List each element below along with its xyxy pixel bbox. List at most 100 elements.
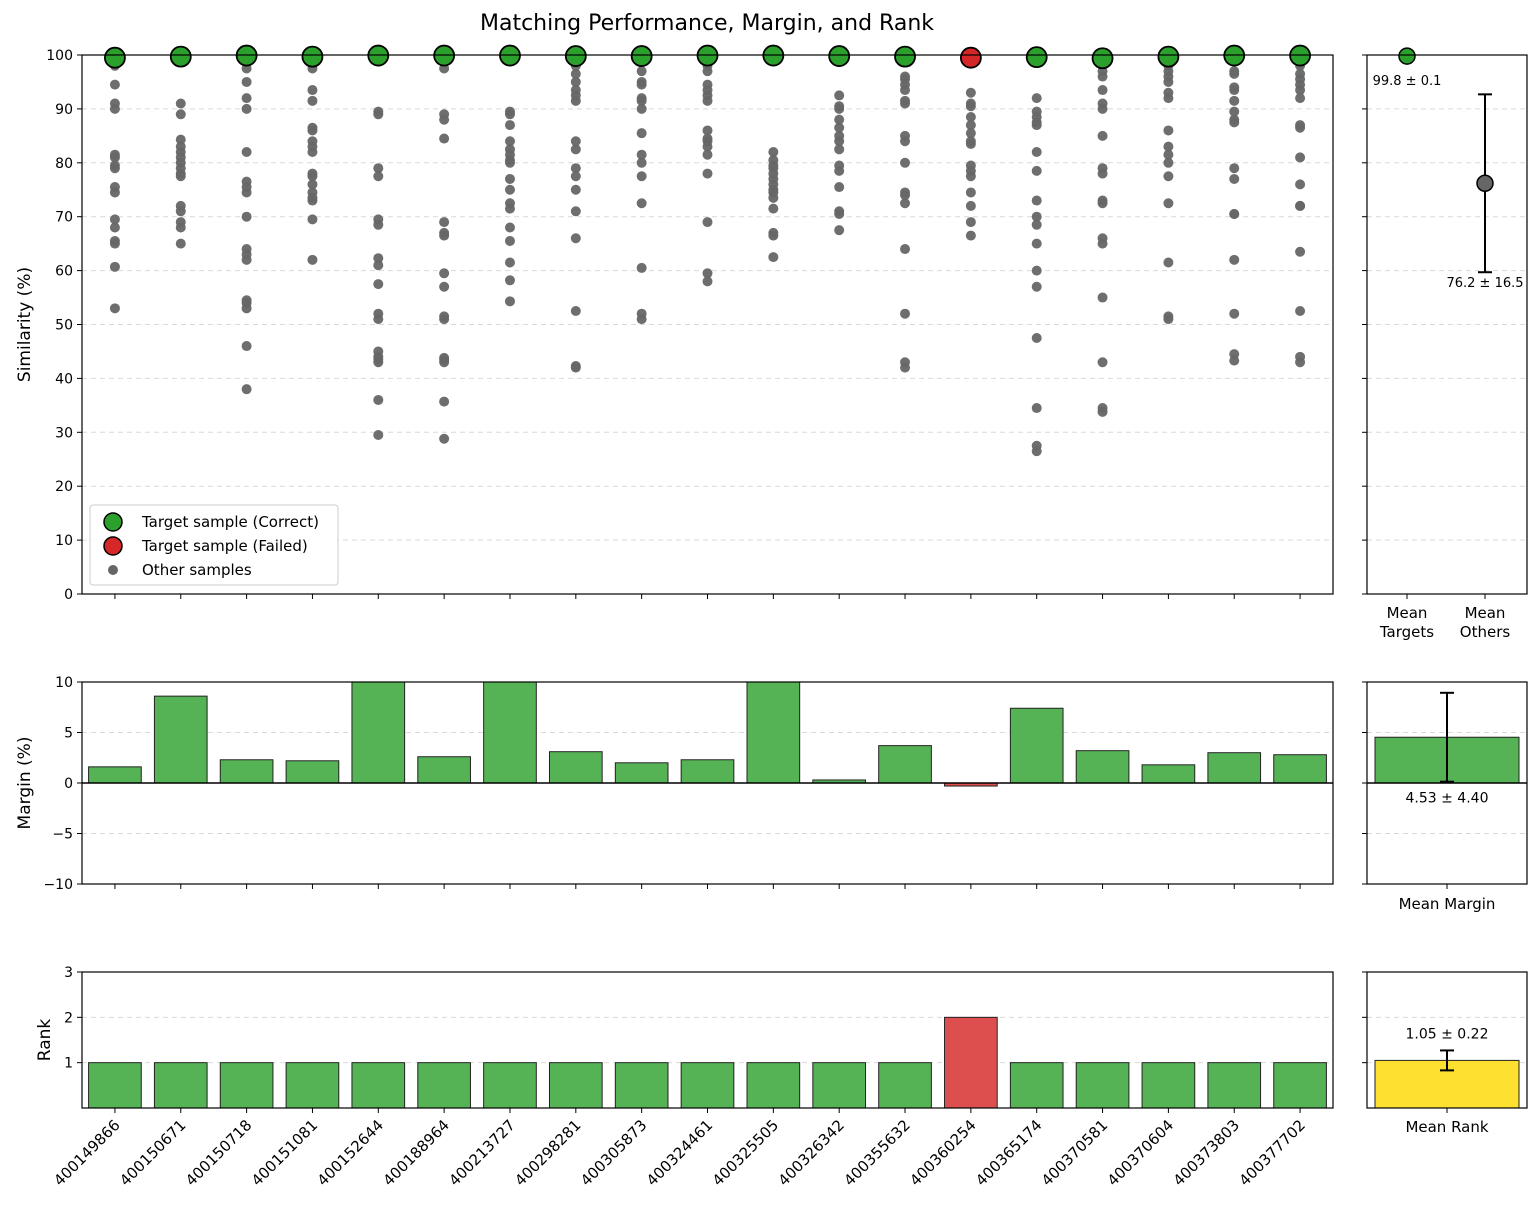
similarity-ytick-label: 30 (55, 425, 73, 441)
other-sample-point (1295, 122, 1306, 133)
other-sample-point (1229, 254, 1240, 265)
other-sample-point (241, 341, 252, 352)
other-sample-point (570, 233, 581, 244)
other-sample-point (570, 76, 581, 87)
other-sample-point (636, 171, 647, 182)
other-sample-point (241, 103, 252, 114)
other-sample-point (965, 111, 976, 122)
margin-ytick-label: −5 (52, 827, 73, 843)
margin-bar (1141, 764, 1196, 784)
margin-y-axis-label: Margin (%) (15, 737, 35, 830)
other-sample-point (373, 429, 384, 440)
other-sample-point (109, 238, 120, 249)
margin-summary-xtick-label: Mean Margin (1399, 895, 1496, 913)
other-sample-point (702, 168, 713, 179)
other-sample-point (1031, 281, 1042, 292)
rank-bar (285, 1062, 340, 1109)
other-sample-point (900, 85, 911, 96)
legend-marker-failed (103, 536, 123, 556)
other-sample-point (439, 217, 450, 228)
target-point-correct (564, 45, 587, 67)
other-sample-point (768, 147, 779, 158)
other-sample-point (1031, 211, 1042, 222)
other-sample-point (175, 98, 186, 109)
other-sample-point (570, 95, 581, 106)
other-sample-point (1163, 171, 1174, 182)
rank-bar (153, 1062, 208, 1109)
other-sample-point (570, 206, 581, 217)
other-sample-point (768, 230, 779, 241)
other-sample-point (570, 306, 581, 317)
other-sample-point (175, 109, 186, 120)
legend-label-other: Other samples (142, 561, 252, 579)
margin-bar (1273, 754, 1327, 784)
other-sample-point (900, 198, 911, 209)
mean-margin-annotation: 4.53 ± 4.40 (1406, 791, 1489, 807)
other-sample-point (241, 93, 252, 104)
other-sample-point (1295, 246, 1306, 257)
other-sample-point (504, 173, 515, 184)
other-sample-point (834, 182, 845, 193)
other-sample-point (439, 314, 450, 325)
target-point-correct (1025, 46, 1048, 69)
rank-bar (483, 1062, 537, 1109)
other-sample-point (241, 254, 252, 265)
other-sample-point (373, 357, 384, 368)
other-sample-point (109, 163, 120, 174)
other-sample-point (307, 171, 318, 182)
other-sample-point (1097, 130, 1108, 141)
margin-bar (548, 751, 603, 784)
legend-frame (89, 504, 339, 586)
rank-bar-failed (944, 1016, 998, 1109)
other-sample-point (1163, 76, 1174, 87)
mean-targets-point (1398, 47, 1416, 65)
margin-ytick-label: 0 (64, 776, 73, 792)
other-sample-point (1295, 152, 1306, 163)
other-sample-point (504, 222, 515, 233)
other-sample-point (702, 276, 713, 287)
other-sample-point (636, 262, 647, 273)
other-sample-point (1031, 195, 1042, 206)
target-point-correct (1091, 47, 1114, 70)
other-sample-point (373, 171, 384, 182)
rank-bar (351, 1062, 406, 1109)
margin-bar (614, 762, 669, 784)
similarity-summary-xtick-label: Targets (1379, 623, 1434, 641)
other-sample-point (504, 136, 515, 147)
target-point-failed (959, 46, 982, 69)
other-sample-point (1163, 257, 1174, 268)
rank-bar (680, 1062, 735, 1109)
similarity-ytick-label: 10 (55, 533, 73, 549)
other-sample-point (439, 357, 450, 368)
other-sample-point (1031, 219, 1042, 230)
margin-bar (680, 759, 735, 784)
rank-bar (1075, 1062, 1130, 1109)
target-point-correct (828, 45, 851, 67)
other-sample-point (1295, 357, 1306, 368)
other-sample-point (109, 187, 120, 198)
mean-rank-annotation: 1.05 ± 0.22 (1406, 1026, 1489, 1042)
other-sample-point (373, 253, 384, 264)
similarity-ytick-label: 60 (55, 264, 73, 280)
other-sample-point (570, 362, 581, 373)
other-sample-point (1229, 68, 1240, 79)
other-sample-point (1097, 406, 1108, 417)
other-sample-point (1229, 209, 1240, 220)
other-sample-point (175, 222, 186, 233)
other-sample-point (1031, 446, 1042, 457)
margin-bar (88, 766, 142, 784)
other-sample-point (373, 109, 384, 120)
other-sample-point (504, 157, 515, 168)
other-sample-point (307, 195, 318, 206)
other-sample-point (570, 171, 581, 182)
other-sample-point (504, 235, 515, 246)
rank-ytick-label: 3 (64, 965, 73, 981)
other-sample-point (900, 98, 911, 109)
other-sample-point (373, 260, 384, 271)
other-sample-point (702, 141, 713, 152)
margin-bar (285, 760, 340, 784)
other-sample-point (636, 128, 647, 139)
other-sample-point (439, 133, 450, 144)
legend-label-failed: Target sample (Failed) (141, 537, 308, 555)
rank-bar (1009, 1062, 1064, 1109)
